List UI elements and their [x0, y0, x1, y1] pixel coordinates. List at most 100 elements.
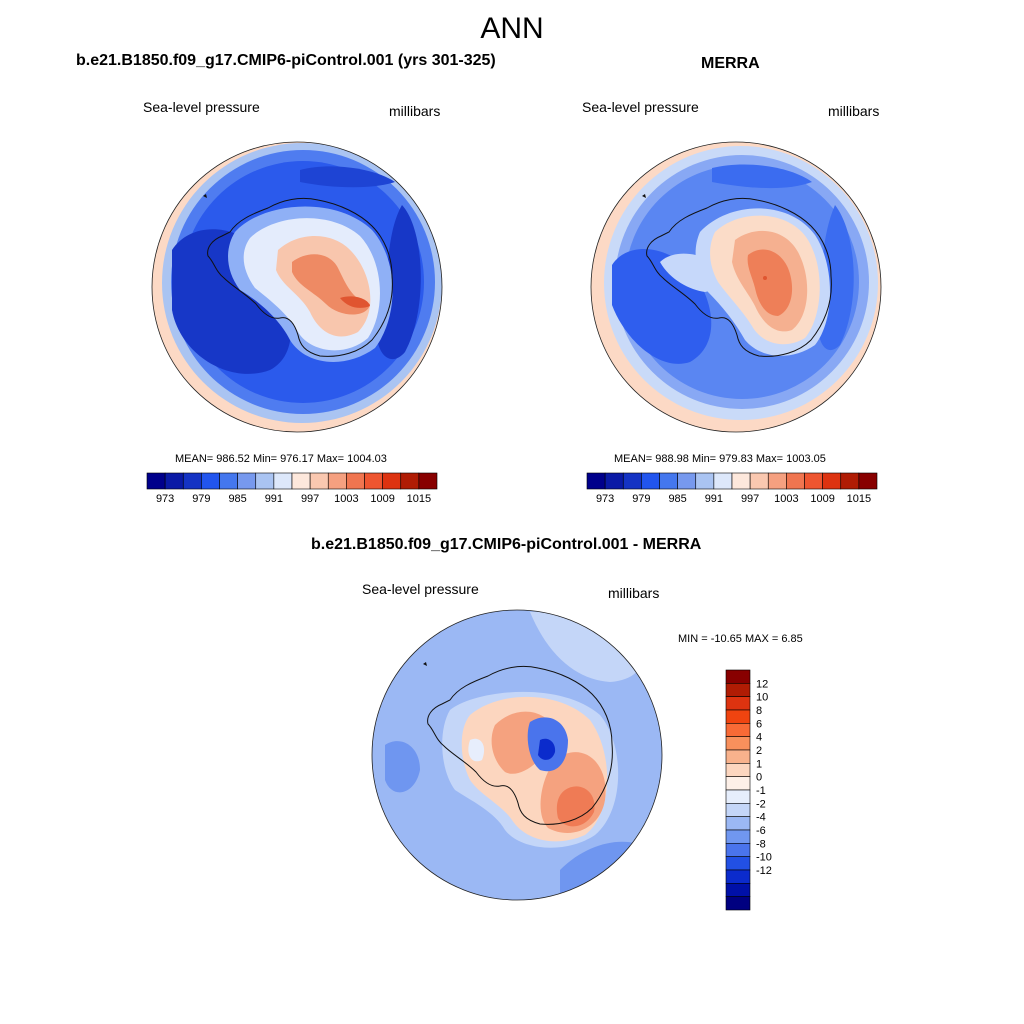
colorbar-merra-swatch: [840, 472, 860, 490]
colorbar-difference-tick-label: -6: [756, 825, 766, 837]
colorbar-model-tick-label: 985: [228, 493, 246, 505]
map2-border: [590, 141, 882, 433]
colorbar-difference-tick-label: 2: [756, 745, 762, 757]
map2-antarctica-coastline: [646, 197, 832, 357]
colorbar-difference-swatch: [725, 789, 751, 804]
colorbar-merra-tick-label: 1003: [774, 493, 798, 505]
colorbar-merra-swatch: [804, 472, 823, 490]
colorbar-difference-swatch: [725, 736, 751, 751]
colorbar-merra-tick-label: 997: [741, 493, 759, 505]
colorbar-difference-tick-label: -4: [756, 812, 766, 824]
colorbar-merra-swatch: [659, 472, 678, 490]
panel3-units-label: millibars: [608, 585, 660, 601]
colorbar-model-swatch: [146, 472, 166, 490]
colorbar-merra-swatch: [858, 472, 878, 490]
colorbar-model-swatch: [182, 472, 202, 490]
colorbar-difference-swatch: [725, 829, 751, 844]
colorbar-difference-tick-label: -10: [756, 852, 772, 864]
map1-low-north: [300, 166, 395, 188]
colorbar-model-tick-label: 997: [301, 493, 319, 505]
panel2-units-label: millibars: [828, 103, 880, 119]
colorbar-merra-swatch: [713, 472, 733, 490]
map-model: [151, 141, 443, 433]
colorbar-model-swatch: [400, 472, 420, 490]
colorbar-model-swatch: [237, 472, 257, 490]
map2-high-core: [747, 249, 793, 316]
colorbar-merra-swatch: [786, 472, 805, 490]
colorbar-merra-tick-label: 991: [705, 493, 723, 505]
map3-island: [423, 662, 427, 666]
map3-neg-core: [538, 738, 556, 760]
colorbar-merra-swatch: [822, 472, 842, 490]
colorbar-difference-swatch: [725, 709, 751, 724]
map2-island: [642, 194, 646, 198]
colorbar-difference-swatch: [725, 723, 751, 737]
map3-low-west: [385, 741, 420, 793]
colorbar-difference-tick-label: 0: [756, 772, 762, 784]
colorbar-model-tick-label: 973: [156, 493, 174, 505]
colorbar-difference-swatch: [725, 803, 751, 817]
colorbar-model-swatch: [309, 472, 329, 490]
colorbar-difference-tick-label: -12: [756, 865, 772, 877]
panel2-variable-label: Sea-level pressure: [582, 99, 699, 115]
colorbar-merra-swatch: [767, 472, 787, 490]
colorbar-model-tick-label: 1009: [370, 493, 394, 505]
colorbar-model-swatch: [418, 472, 438, 490]
colorbar-model-swatch: [255, 472, 275, 490]
colorbar-model-swatch: [219, 472, 238, 490]
panel3-stats: MIN = -10.65 MAX = 6.85: [678, 633, 803, 645]
map2-low-north: [712, 164, 812, 189]
colorbar-difference-tick-label: -8: [756, 838, 766, 850]
colorbar-difference-swatch: [725, 816, 751, 831]
colorbar-merra-swatch: [586, 472, 606, 490]
colorbar-merra-tick-label: 973: [596, 493, 614, 505]
panel3-title: b.e21.B1850.f09_g17.CMIP6-piControl.001 …: [311, 536, 702, 553]
map1-antarctica-coastline: [207, 197, 393, 357]
colorbar-difference-tick-label: 1: [756, 758, 762, 770]
colorbar-model-swatch: [364, 472, 383, 490]
colorbar-model-swatch: [273, 472, 293, 490]
colorbar-difference-swatch: [725, 749, 751, 764]
colorbar-merra-swatch: [749, 472, 769, 490]
colorbar-merra-swatch: [622, 472, 642, 490]
colorbar-model-swatch: [291, 472, 311, 490]
colorbar-difference-swatch: [725, 856, 751, 871]
colorbar-difference-tick-label: 10: [756, 692, 768, 704]
map1-high-peak: [340, 296, 370, 308]
colorbar-merra-tick-label: 1015: [847, 493, 871, 505]
colorbar-difference-swatch: [725, 669, 751, 684]
colorbar-merra-swatch: [641, 472, 660, 490]
colorbar-model-swatch: [327, 472, 347, 490]
colorbar-model-swatch: [346, 472, 365, 490]
colorbar-difference-swatch: [725, 896, 751, 911]
colorbar-model-swatch: [382, 472, 402, 490]
colorbar-merra-swatch: [695, 472, 715, 490]
colorbar-model-tick-label: 1015: [407, 493, 431, 505]
colorbar-model-tick-label: 1003: [334, 493, 358, 505]
colorbar-difference-tick-label: -2: [756, 798, 766, 810]
colorbar-merra-tick-label: 979: [632, 493, 650, 505]
colorbar-model-swatch: [164, 472, 184, 490]
colorbar-model: 973 979 985 991 997 1003 1009 1015: [146, 472, 438, 505]
colorbar-difference-swatch: [725, 869, 751, 884]
map1-border: [151, 141, 443, 433]
colorbar-difference-tick-label: 6: [756, 718, 762, 730]
colorbar-difference-swatch: [725, 883, 751, 897]
colorbar-difference-tick-label: -1: [756, 785, 766, 797]
map-difference: [371, 609, 663, 901]
main-title: ANN: [480, 12, 544, 45]
colorbar-difference-tick-label: 8: [756, 705, 762, 717]
map3-pos-core: [556, 786, 595, 827]
colorbar-merra-swatch: [604, 472, 624, 490]
panel3-variable-label: Sea-level pressure: [362, 581, 479, 597]
colorbar-difference-swatch: [725, 696, 751, 711]
panel1-units-label: millibars: [389, 103, 441, 119]
colorbar-model-tick-label: 979: [192, 493, 210, 505]
colorbar-model-swatch: [201, 472, 220, 490]
map2-high-peak: [763, 276, 767, 280]
map-merra: [590, 141, 882, 433]
colorbar-difference-swatch: [725, 843, 751, 857]
colorbar-merra-tick-label: 1009: [810, 493, 834, 505]
